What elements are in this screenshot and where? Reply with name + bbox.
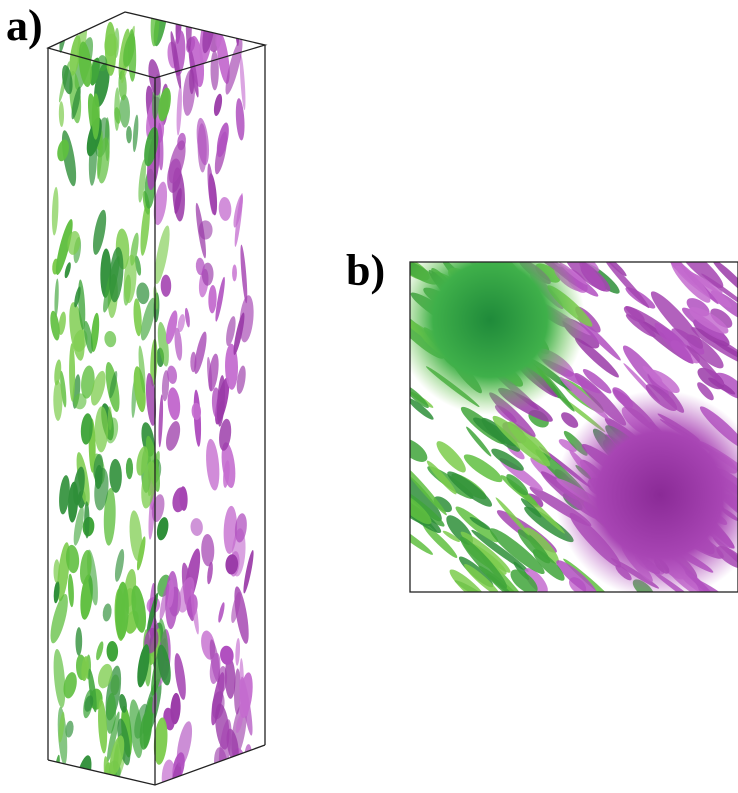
green-vortex <box>395 225 585 415</box>
streak <box>75 627 82 656</box>
streak <box>128 29 137 82</box>
streak <box>201 534 215 567</box>
streak <box>126 458 133 479</box>
streak <box>166 387 181 421</box>
streak <box>106 641 118 662</box>
streak <box>232 264 237 281</box>
streak <box>67 574 74 608</box>
streak <box>126 126 132 143</box>
streak <box>95 641 105 661</box>
streak <box>239 244 249 303</box>
streak <box>210 50 219 90</box>
streak <box>218 197 232 222</box>
streak <box>63 262 72 279</box>
streak <box>72 754 94 793</box>
streak <box>184 308 191 328</box>
streak <box>109 459 122 493</box>
page: a) b) (() => { const data = JSON.parse(d… <box>0 0 738 793</box>
streak <box>235 638 241 666</box>
streak <box>158 394 164 447</box>
streak <box>190 518 204 537</box>
streak <box>52 649 68 709</box>
streak <box>51 187 59 236</box>
streak <box>172 653 188 701</box>
streak <box>94 406 108 452</box>
figure: a) b) <box>0 0 738 793</box>
streak <box>216 761 227 793</box>
streak <box>104 330 117 347</box>
volume-render <box>47 0 255 793</box>
streak <box>102 603 113 622</box>
streak <box>212 93 223 117</box>
streak <box>161 275 172 297</box>
streak <box>113 548 126 582</box>
panel-label: b) <box>346 246 385 295</box>
streak <box>59 101 65 127</box>
streak <box>163 420 182 453</box>
panel-label: a) <box>6 1 43 50</box>
streak <box>69 343 75 401</box>
streak <box>208 285 217 314</box>
streak <box>204 438 221 491</box>
streak <box>54 278 60 317</box>
streak <box>244 744 252 767</box>
streak <box>199 220 213 239</box>
streak <box>217 602 226 623</box>
streak <box>176 85 183 136</box>
streak <box>195 117 211 166</box>
slice-render <box>383 225 738 616</box>
streak <box>57 0 73 53</box>
streak <box>52 754 61 787</box>
streak <box>132 114 140 152</box>
